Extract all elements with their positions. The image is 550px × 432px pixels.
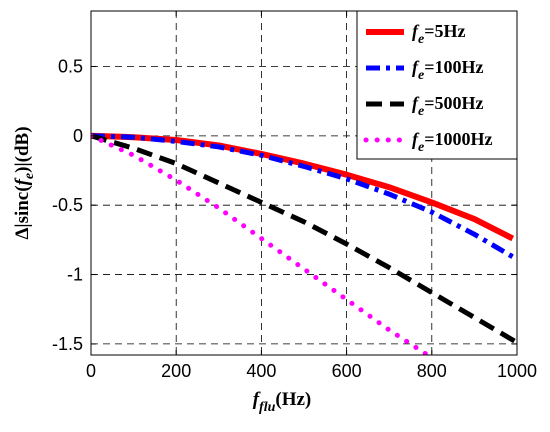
x-tick-label: 200 <box>161 361 191 381</box>
legend: fe=5Hz fe=100Hz fe=500Hz fe=1000Hz <box>356 10 518 160</box>
x-tick-label: 800 <box>417 361 447 381</box>
y-tick-label: -1.5 <box>52 334 83 354</box>
x-tick-label: 1000 <box>497 361 537 381</box>
legend-label-4: fe=1000Hz <box>412 129 492 155</box>
legend-box <box>356 10 518 160</box>
series-line-3 <box>91 133 517 345</box>
y-tick-label: -1 <box>67 265 83 285</box>
series-line-2 <box>91 133 517 262</box>
x-axis-title: fflu(Hz) <box>253 389 312 415</box>
legend-label-1: fe=5Hz <box>412 21 465 47</box>
series-line-4 <box>91 133 433 355</box>
legend-label-2: fe=100Hz <box>412 57 483 83</box>
plot-frame <box>90 10 518 356</box>
y-tick-label: 0 <box>73 126 83 146</box>
x-tick-label: 400 <box>246 361 276 381</box>
legend-label-3: fe=500Hz <box>412 93 483 119</box>
y-axis-title: Δ|sinc(fe)|(dB) <box>12 126 37 239</box>
series-layer <box>91 132 517 355</box>
y-tick-label: -0.5 <box>52 195 83 215</box>
x-tick-label: 600 <box>332 361 362 381</box>
ticks: 0 200 400 600 800 1000 0.5 0 -0.5 -1 -1.5 <box>52 11 537 381</box>
x-tick-label: 0 <box>86 361 96 381</box>
y-tick-label: 0.5 <box>58 56 83 76</box>
